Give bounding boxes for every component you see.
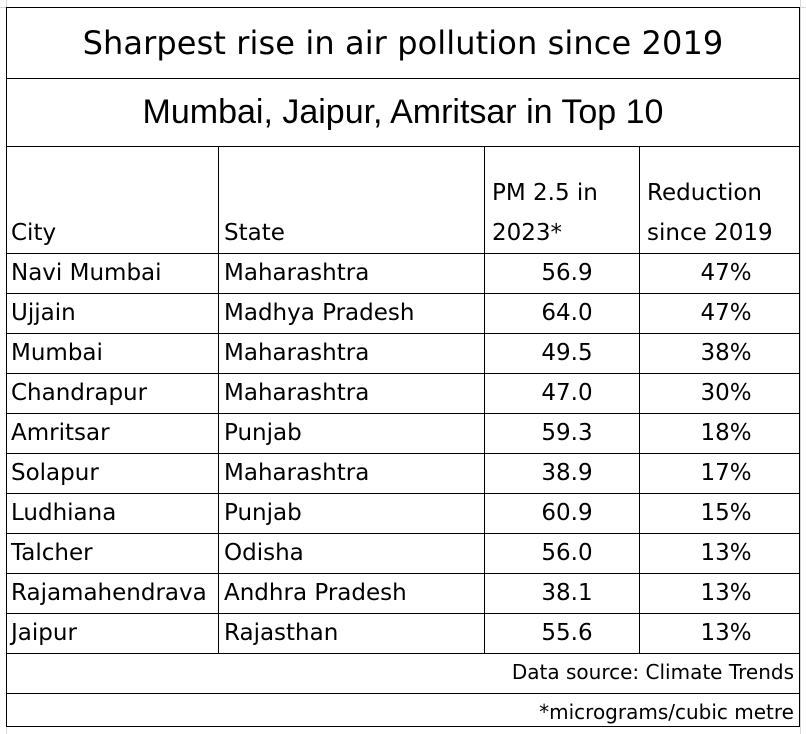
cell-city[interactable]: Rajamahendrava <box>6 574 219 613</box>
cell-reduction[interactable]: 38% <box>700 340 752 366</box>
cell-city[interactable]: Amritsar <box>6 414 219 453</box>
cell-pm25[interactable]: 47.0 <box>485 374 640 413</box>
header-pm25-line-2: 2023* <box>492 220 563 246</box>
header-city-label: City <box>11 220 57 246</box>
header-state[interactable]: State <box>219 147 485 253</box>
table-row: Chandrapur Maharashtra 47.0 30% <box>6 373 800 413</box>
cell-state[interactable]: Maharashtra <box>219 374 485 413</box>
cell-pm25[interactable]: 55.6 <box>485 614 640 653</box>
table-row: Navi Mumbai Maharashtra 56.9 47% <box>6 253 800 293</box>
cell-reduction[interactable]: 15% <box>700 500 752 526</box>
units-footnote: *micrograms/cubic metre <box>6 693 800 724</box>
cell-state[interactable]: Maharashtra <box>219 454 485 493</box>
header-reduction-line-1: Reduction <box>647 180 762 206</box>
header-pm25-line-1: PM 2.5 in <box>492 180 598 206</box>
chart-title: Sharpest rise in air pollution since 201… <box>6 7 800 79</box>
cell-pm25[interactable]: 60.9 <box>485 494 640 533</box>
data-source-note: Data source: Climate Trends <box>6 653 800 693</box>
cell-state[interactable]: Madhya Pradesh <box>219 294 485 333</box>
header-state-label: State <box>224 220 285 246</box>
cell-pm25[interactable]: 38.1 <box>485 574 640 613</box>
table-row: Mumbai Maharashtra 49.5 38% <box>6 333 800 373</box>
header-reduction[interactable]: Reduction since 2019 <box>640 147 800 253</box>
cell-reduction[interactable]: 17% <box>700 460 752 486</box>
table-row: Rajamahendrava Andhra Pradesh 38.1 13% <box>6 573 800 613</box>
cell-state[interactable]: Punjab <box>219 414 485 453</box>
cell-reduction[interactable]: 13% <box>700 580 752 606</box>
cell-reduction[interactable]: 18% <box>700 420 752 446</box>
table-frame <box>6 7 800 727</box>
cell-pm25[interactable]: 49.5 <box>485 334 640 373</box>
cell-pm25[interactable]: 59.3 <box>485 414 640 453</box>
cell-city[interactable]: Navi Mumbai <box>6 254 219 293</box>
gridline <box>800 0 801 734</box>
cell-city[interactable]: Jaipur <box>6 614 219 653</box>
cell-state[interactable]: Odisha <box>219 534 485 573</box>
cell-reduction[interactable]: 47% <box>700 300 752 326</box>
chart-subtitle: Mumbai, Jaipur, Amritsar in Top 10 <box>6 79 800 147</box>
cell-reduction[interactable]: 47% <box>700 260 752 286</box>
table-row: Talcher Odisha 56.0 13% <box>6 533 800 573</box>
table-row: Ujjain Madhya Pradesh 64.0 47% <box>6 293 800 333</box>
cell-state[interactable]: Maharashtra <box>219 334 485 373</box>
cell-city[interactable]: Ludhiana <box>6 494 219 533</box>
cell-city[interactable]: Solapur <box>6 454 219 493</box>
cell-city[interactable]: Ujjain <box>6 294 219 333</box>
table-row: Solapur Maharashtra 38.9 17% <box>6 453 800 493</box>
cell-state[interactable]: Rajasthan <box>219 614 485 653</box>
cell-city[interactable]: Mumbai <box>6 334 219 373</box>
cell-city[interactable]: Talcher <box>6 534 219 573</box>
cell-pm25[interactable]: 38.9 <box>485 454 640 493</box>
header-row: City State PM 2.5 in 2023* Reduction sin… <box>6 147 800 253</box>
header-pm25[interactable]: PM 2.5 in 2023* <box>485 147 640 253</box>
table-row: Jaipur Rajasthan 55.6 13% <box>6 613 800 653</box>
cell-reduction[interactable]: 13% <box>700 620 752 646</box>
cell-reduction[interactable]: 30% <box>700 380 752 406</box>
cell-city[interactable]: Chandrapur <box>6 374 219 413</box>
cell-state[interactable]: Andhra Pradesh <box>219 574 485 613</box>
header-reduction-line-2: since 2019 <box>647 220 773 246</box>
cell-pm25[interactable]: 56.0 <box>485 534 640 573</box>
header-city[interactable]: City <box>6 147 219 253</box>
cell-state[interactable]: Maharashtra <box>219 254 485 293</box>
table-row: Ludhiana Punjab 60.9 15% <box>6 493 800 533</box>
cell-reduction[interactable]: 13% <box>700 540 752 566</box>
cell-pm25[interactable]: 64.0 <box>485 294 640 333</box>
table-row: Amritsar Punjab 59.3 18% <box>6 413 800 453</box>
cell-state[interactable]: Punjab <box>219 494 485 533</box>
cell-pm25[interactable]: 56.9 <box>485 254 640 293</box>
